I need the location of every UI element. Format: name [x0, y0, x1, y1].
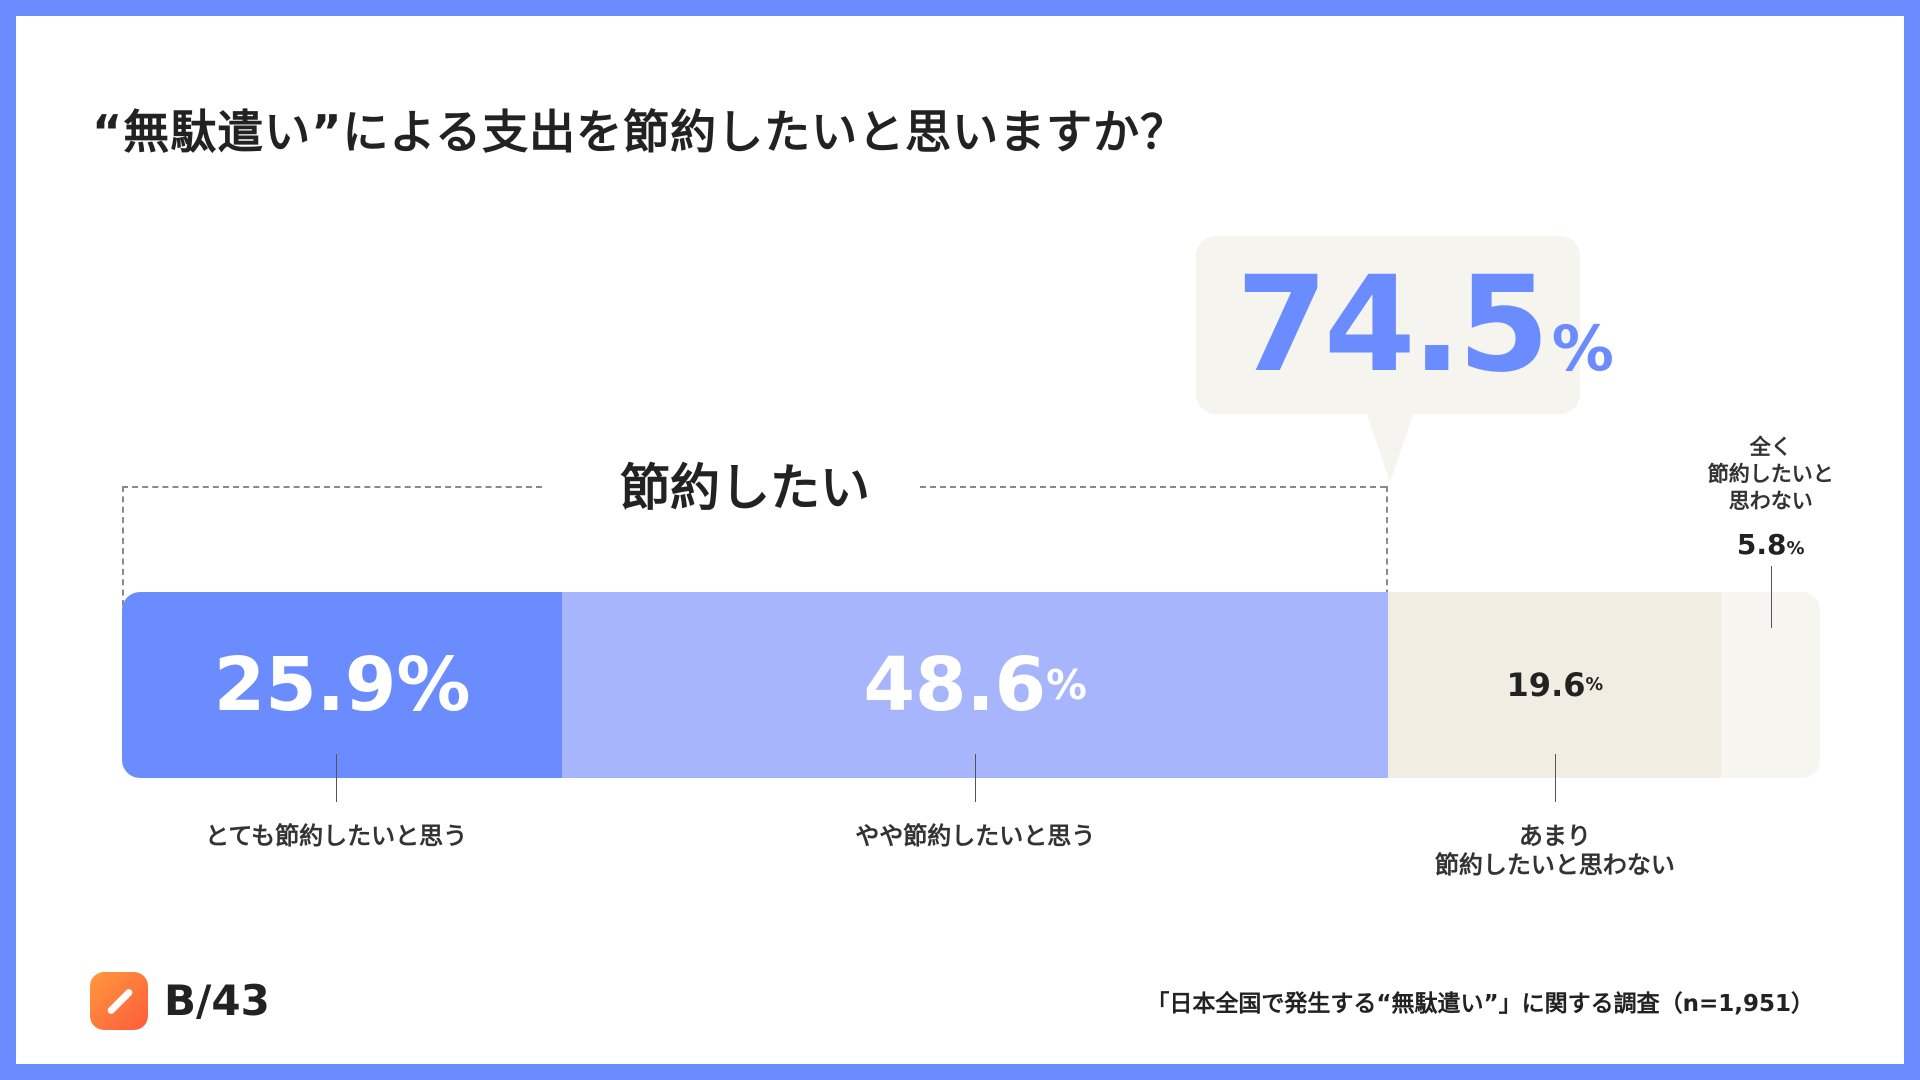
category-label-2: やや節約したいと思う: [855, 822, 1095, 851]
bar-value-unit-2: %: [1046, 661, 1087, 709]
bar-value-unit-4: %: [1786, 538, 1805, 559]
bar-value-number-2: 48.6: [863, 642, 1047, 728]
bracket-line-right: [920, 486, 1386, 488]
category-label-line: とても節約したいと思う: [205, 822, 468, 850]
category-label-4: 全く節約したいと 思わない: [1708, 434, 1834, 515]
bar-value-label-2: 48.6%: [562, 592, 1388, 778]
bar-value-number-3: 19.6: [1506, 666, 1586, 704]
bar-value-number-4: 5.8: [1736, 528, 1787, 561]
category-label-line: 節約したいと思わない: [1434, 851, 1675, 879]
category-label-line: 全く: [1749, 435, 1792, 459]
survey-note: 「日本全国で発生する“無駄遣い”」に関する調査（n=1,951）: [1146, 991, 1814, 1017]
total-callout-number: 74.5: [1236, 248, 1550, 402]
category-label-line: 節約したいと: [1707, 462, 1834, 486]
logo-text: B/43: [164, 976, 270, 1025]
total-callout: [1196, 236, 1580, 414]
category-label-1: とても節約したいと思う: [205, 822, 467, 851]
logo-icon: [90, 972, 148, 1030]
bar-value-unit-1: %: [396, 642, 471, 728]
bar-segment-3: 19.6%: [1388, 592, 1722, 778]
bar-segment-1: 25.9%: [122, 592, 563, 778]
total-callout-unit: %: [1551, 312, 1614, 385]
label-tick-1: [336, 754, 338, 802]
bar-value-label-4: 5.8%: [1737, 528, 1805, 561]
total-callout-value: 74.5%: [1236, 248, 1614, 402]
bracket-label: 節約したい: [620, 459, 870, 517]
bar-segment-2: 48.6%: [562, 592, 1389, 778]
category-label-line: やや節約したいと思う: [855, 822, 1096, 850]
label-tick-2: [975, 754, 977, 802]
page-title: “無駄遣い”による支出を節約したいと思いますか？: [92, 105, 1188, 159]
bar-value-label-1: 25.9%: [122, 592, 562, 778]
category-label-3: あまり 節約したいと思わない: [1435, 822, 1675, 880]
category-label-line: 思わない: [1728, 489, 1813, 513]
bar-value-unit-3: %: [1585, 675, 1604, 695]
bar-value-label-3: 19.6%: [1388, 592, 1721, 778]
callout-tail: [1366, 412, 1414, 482]
bracket-line-left: [122, 486, 542, 488]
stacked-bar: 25.9% 48.6% 19.6%: [122, 592, 1820, 778]
bracket-edge-right: [1386, 486, 1388, 606]
bar-segment-4: [1721, 592, 1820, 778]
bar-value-number-1: 25.9: [213, 642, 397, 728]
label-tick-3: [1554, 754, 1556, 802]
category-label-line: あまり: [1518, 822, 1591, 850]
label-tick-4: [1770, 566, 1772, 628]
bracket-edge-left: [122, 486, 124, 606]
